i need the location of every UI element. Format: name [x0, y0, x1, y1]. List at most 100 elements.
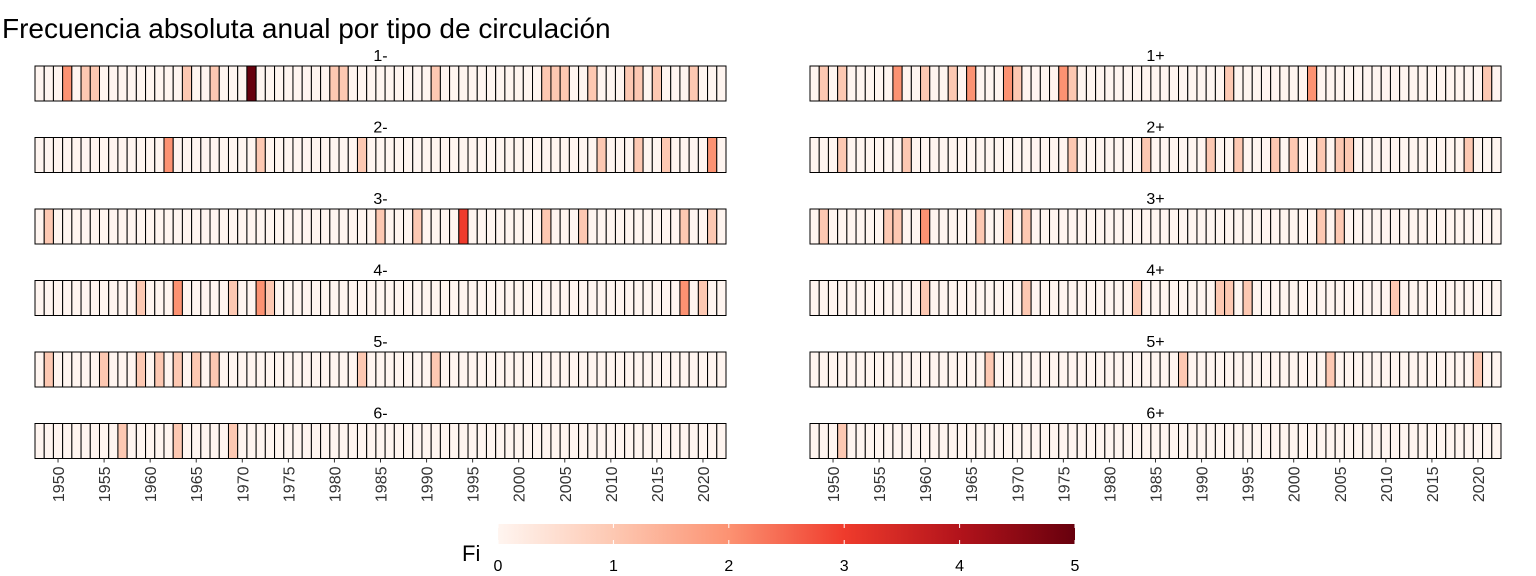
heatmap-cell [605, 280, 616, 316]
heatmap-cell [1482, 280, 1493, 316]
heatmap-cell [596, 280, 607, 316]
heatmap-cell [1058, 137, 1069, 173]
heatmap-cell [301, 65, 312, 102]
heatmap-cell [1334, 423, 1345, 459]
heatmap-cell [1362, 351, 1373, 388]
heatmap-cell [255, 280, 266, 316]
heatmap-cell [117, 137, 128, 173]
heatmap-cell [1095, 137, 1106, 173]
heatmap-cell [310, 280, 322, 316]
x-tick-label: 1960 [143, 466, 160, 502]
heatmap-cell [1260, 137, 1272, 173]
heatmap-cell [1417, 280, 1428, 316]
heatmap-cell [163, 65, 174, 102]
heatmap-cell [1205, 280, 1216, 316]
heatmap-cell [1399, 351, 1410, 388]
heatmap-cell [1214, 137, 1226, 173]
x-tick-label: 1955 [97, 466, 114, 502]
heatmap-cell [1049, 280, 1060, 316]
heatmap-cell [578, 423, 589, 459]
heatmap-cell [126, 208, 137, 245]
heatmap-cell [1002, 208, 1014, 245]
panel-1-: 1- [34, 48, 727, 102]
heatmap-cell [384, 423, 395, 459]
heatmap-cell [707, 280, 718, 316]
heatmap-cell [1214, 423, 1226, 459]
heatmap-cell [818, 423, 829, 459]
heatmap-cell [467, 137, 478, 173]
heatmap-cell [522, 137, 534, 173]
heatmap-cell [329, 351, 340, 388]
heatmap-cell [1362, 423, 1373, 459]
heatmap-cell [716, 280, 727, 316]
heatmap-cell [181, 351, 193, 388]
heatmap-cell [1362, 280, 1373, 316]
heatmap-cell [1426, 280, 1438, 316]
heatmap-cell [1482, 65, 1493, 102]
heatmap-cell [679, 208, 690, 245]
heatmap-cell [301, 423, 312, 459]
heatmap-cell [393, 208, 405, 245]
heatmap-cell [1224, 208, 1235, 245]
heatmap-cell [559, 65, 570, 102]
heatmap-cell [1325, 423, 1336, 459]
x-tick-label: 2010 [1379, 466, 1396, 502]
heatmap-cell [255, 423, 266, 459]
heatmap-cell [1067, 423, 1078, 459]
legend-tick-label: 2 [724, 558, 733, 575]
heatmap-cell [984, 208, 995, 245]
heatmap-cell [1353, 280, 1364, 316]
heatmap-cell [1362, 65, 1373, 102]
heatmap-cell [80, 351, 91, 388]
heatmap-cell [467, 280, 478, 316]
heatmap-cell [670, 351, 681, 388]
heatmap-cell [818, 65, 829, 102]
heatmap-cell [1104, 423, 1115, 459]
heatmap-cell [181, 137, 193, 173]
heatmap-cell [697, 351, 709, 388]
heatmap-cell [1002, 137, 1014, 173]
heatmap-cell [467, 423, 478, 459]
heatmap-cell [329, 423, 340, 459]
heatmap-cell [430, 208, 441, 245]
heatmap-cell [43, 423, 54, 459]
heatmap-cell [947, 351, 958, 388]
heatmap-cell [1205, 351, 1216, 388]
heatmap-cell [661, 423, 672, 459]
x-tick-label: 1995 [1241, 466, 1258, 502]
heatmap-cell [1233, 423, 1244, 459]
heatmap-cell [1380, 65, 1391, 102]
heatmap-cell [1251, 280, 1262, 316]
heatmap-cell [237, 351, 248, 388]
heatmap-cell [975, 65, 986, 102]
x-tick-label: 2015 [650, 466, 667, 502]
heatmap-cell [837, 351, 848, 388]
heatmap-cell [1233, 208, 1244, 245]
heatmap-cell [421, 65, 432, 102]
heatmap-cell [310, 208, 322, 245]
heatmap-cell [707, 423, 718, 459]
heatmap-cell [1408, 208, 1419, 245]
heatmap-cell [274, 351, 285, 388]
heatmap-cell [209, 351, 220, 388]
heatmap-cell [938, 351, 949, 388]
heatmap-cell [1085, 423, 1097, 459]
heatmap-cell [633, 351, 644, 388]
heatmap-cell [1297, 208, 1309, 245]
heatmap-cell [910, 351, 922, 388]
heatmap-cell [1270, 423, 1281, 459]
heatmap-cell [366, 208, 377, 245]
heatmap-cell [384, 137, 395, 173]
heatmap-cell [1095, 423, 1106, 459]
heatmap-cell [938, 280, 949, 316]
heatmap-cell [809, 351, 820, 388]
heatmap-cell [550, 65, 561, 102]
x-tick-label: 2000 [512, 466, 529, 502]
heatmap-cell [476, 423, 487, 459]
heatmap-cell [1224, 423, 1235, 459]
x-tick-label: 1985 [1149, 466, 1166, 502]
heatmap-cell [145, 65, 156, 102]
heatmap-cell [1436, 137, 1447, 173]
heatmap-cell [1251, 137, 1262, 173]
heatmap-cell [1417, 137, 1428, 173]
